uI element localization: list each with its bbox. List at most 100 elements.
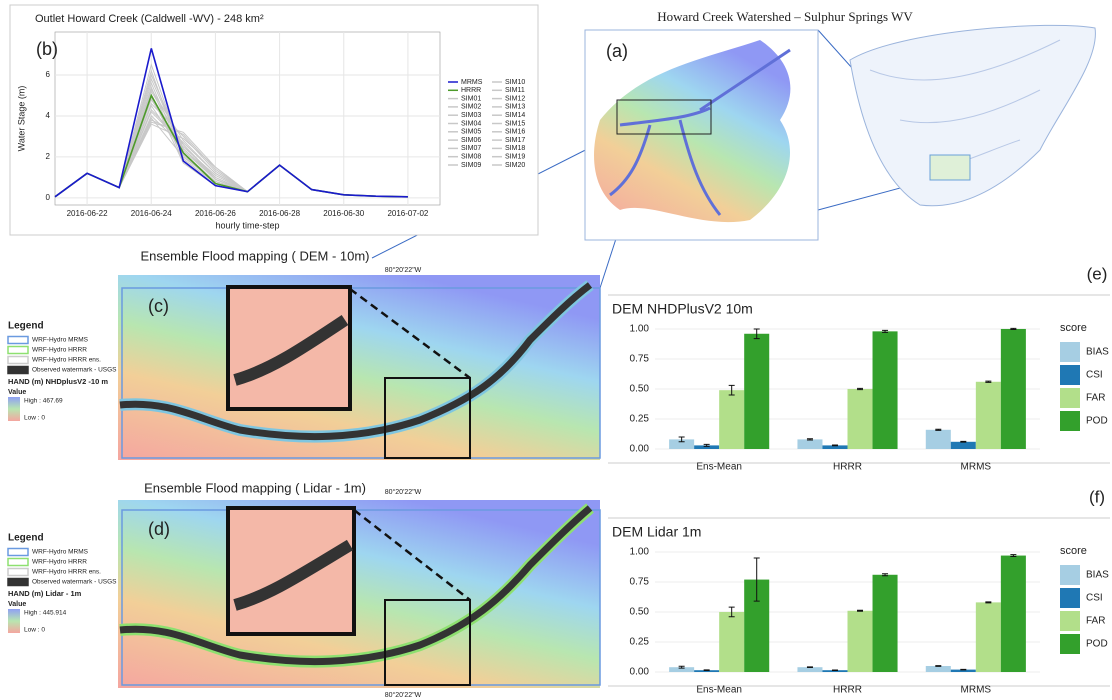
- legend-label: Low : 0: [24, 415, 45, 422]
- legend-title: Legend: [8, 321, 44, 332]
- bar: [873, 575, 898, 672]
- chart-title: DEM Lidar 1m: [612, 524, 701, 540]
- coordinate: 80°20'22"W: [385, 488, 422, 496]
- x-tick-label: 2016-06-26: [195, 209, 236, 218]
- legend-label: SIM04: [461, 120, 481, 127]
- legend-label: WRF-Hydro MRMS: [32, 549, 89, 556]
- error-bar: [935, 666, 941, 667]
- panel-label: (b): [36, 39, 58, 59]
- legend-label: BIAS: [1086, 570, 1109, 581]
- y-tick-label: 0: [46, 193, 51, 202]
- legend-subtitle: HAND (m) Lidar - 1m: [8, 589, 82, 598]
- color-ramp: [8, 397, 20, 421]
- legend-subtitle: Value: [8, 601, 26, 608]
- legend-label: SIM06: [461, 137, 481, 144]
- legend-label: SIM07: [461, 145, 481, 152]
- panel-label: (c): [148, 296, 169, 316]
- legend-swatch: [1060, 565, 1080, 585]
- legend-swatch: [1060, 342, 1080, 362]
- legend-label: WRF-Hydro HRRR: [32, 559, 87, 566]
- x-tick-label: Ens-Mean: [696, 462, 742, 473]
- legend-label: SIM11: [505, 87, 525, 94]
- legend-label: SIM15: [505, 120, 525, 127]
- legend-label: SIM02: [461, 104, 481, 111]
- legend-label: HRRR: [461, 87, 481, 94]
- legend-label: WRF-Hydro HRRR: [32, 347, 87, 354]
- map-title: Ensemble Flood mapping ( Lidar - 1m): [144, 480, 366, 495]
- bar: [1001, 556, 1026, 672]
- legend-swatch: [1060, 634, 1080, 654]
- bar: [951, 442, 976, 449]
- bar: [719, 390, 744, 449]
- bar: [744, 334, 769, 449]
- y-tick-label: 4: [46, 111, 51, 120]
- bar: [848, 389, 873, 449]
- y-tick-label: 0.00: [630, 444, 650, 455]
- x-axis-label: hourly time-step: [215, 220, 279, 230]
- x-tick-label: 2016-06-28: [259, 209, 300, 218]
- legend-swatch: [1060, 365, 1080, 385]
- x-tick-label: 2016-07-02: [387, 209, 428, 218]
- error-bar: [882, 574, 888, 576]
- legend-swatch: [8, 559, 28, 566]
- map-c: [118, 275, 600, 460]
- legend-label: SIM14: [505, 112, 525, 119]
- legend-swatch: [1060, 388, 1080, 408]
- legend-label: SIM19: [505, 154, 525, 161]
- bar: [976, 382, 1001, 449]
- chart-title: Outlet Howard Creek (Caldwell -WV) - 248…: [35, 13, 264, 25]
- legend-label: SIM16: [505, 129, 525, 136]
- legend-swatch: [1060, 411, 1080, 431]
- location-box: [930, 155, 970, 180]
- y-tick-label: 1.00: [630, 324, 650, 335]
- y-tick-label: 0.50: [630, 607, 650, 618]
- legend-label: Observed watermark - USGS: [32, 367, 117, 374]
- legend-label: WRF-Hydro HRRR ens.: [32, 569, 101, 576]
- bar: [926, 430, 951, 449]
- legend-label: Observed watermark - USGS: [32, 579, 117, 586]
- y-tick-label: 0.75: [630, 354, 650, 365]
- legend-swatch: [1060, 611, 1080, 631]
- error-bar: [960, 441, 966, 442]
- figure: (a) Howard Creek Watershed – Sulphur Spr…: [0, 0, 1112, 700]
- legend-title: score: [1060, 322, 1087, 334]
- y-tick-label: 2: [46, 152, 51, 161]
- error-bar: [704, 670, 710, 671]
- coordinate: 80°20'22"W: [385, 691, 422, 699]
- coordinate: 80°20'22"W: [385, 266, 422, 274]
- legend-label: FAR: [1086, 393, 1105, 404]
- y-tick-label: 6: [46, 70, 51, 79]
- legend-label: SIM10: [505, 79, 525, 86]
- x-tick-label: 2016-06-24: [131, 209, 172, 218]
- legend-label: CSI: [1086, 370, 1103, 381]
- watershed-outline: [850, 25, 1095, 205]
- y-tick-label: 1.00: [630, 547, 650, 558]
- error-bar: [832, 445, 838, 446]
- legend-swatch: [1060, 588, 1080, 608]
- error-bar: [704, 444, 710, 446]
- legend-label: High : 445.914: [24, 610, 67, 617]
- panel-label: (a): [606, 41, 628, 61]
- x-tick-label: HRRR: [833, 685, 862, 696]
- chart-title: DEM NHDPlusV2 10m: [612, 301, 753, 317]
- legend-label: WRF-Hydro MRMS: [32, 337, 89, 344]
- legend-label: SIM03: [461, 112, 481, 119]
- error-bar: [985, 602, 991, 603]
- legend-subtitle: Value: [8, 389, 26, 396]
- x-tick-label: Ens-Mean: [696, 685, 742, 696]
- x-tick-label: 2016-06-30: [323, 209, 364, 218]
- legend-label: MRMS: [461, 79, 483, 86]
- legend-label: SIM18: [505, 145, 525, 152]
- y-tick-label: 0.00: [630, 667, 650, 678]
- bar: [1001, 329, 1026, 449]
- legend-swatch: [8, 579, 28, 586]
- y-tick-label: 0.25: [630, 637, 650, 648]
- legend-label: SIM20: [505, 162, 525, 169]
- plot-area: [55, 32, 440, 205]
- legend-label: POD: [1086, 639, 1108, 650]
- bar: [797, 439, 822, 449]
- x-tick-label: HRRR: [833, 462, 862, 473]
- legend-label: SIM13: [505, 104, 525, 111]
- error-bar: [882, 330, 888, 332]
- panel-label: (e): [1087, 264, 1108, 283]
